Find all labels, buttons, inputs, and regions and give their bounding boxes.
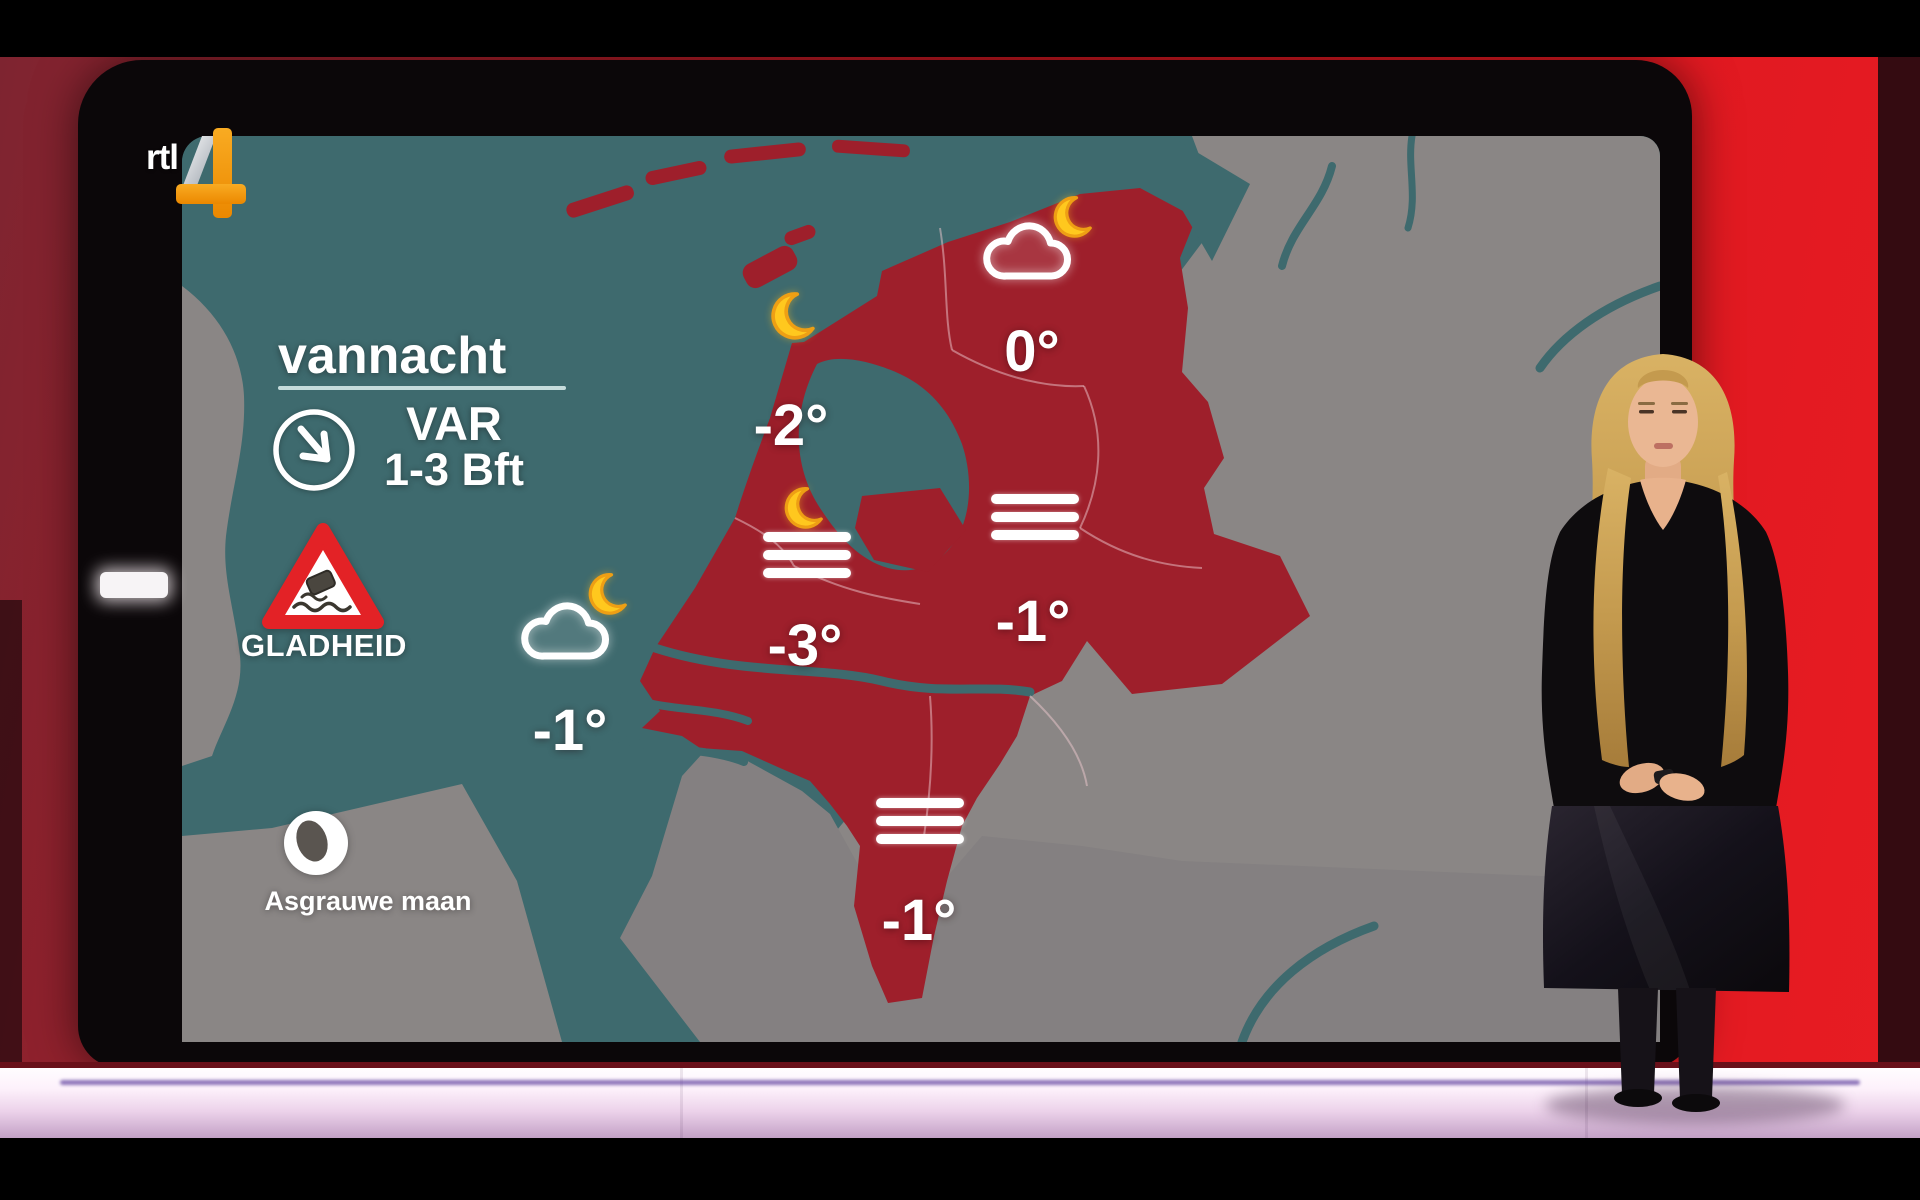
letterbox-top (0, 0, 1920, 57)
fog-icon (763, 532, 851, 586)
moon-icon (1053, 196, 1092, 238)
rtl4-logo-digit (176, 128, 246, 218)
slippery-road-warning-icon (262, 523, 384, 629)
map-graphic (182, 136, 1660, 1042)
rtl4-logo: rtl (146, 126, 256, 222)
presenter-face (1638, 402, 1688, 449)
presenter (1541, 354, 1790, 1112)
warning-label: GLADHEID (241, 628, 407, 663)
studio-right-dark-panel (1878, 57, 1920, 1138)
letterbox-bottom (0, 1138, 1920, 1200)
wind-direction-label: VAR (406, 397, 502, 450)
netherlands-weather-map (182, 136, 1660, 1042)
studio-light-bar (100, 572, 168, 598)
temperature-north: 0° (1004, 319, 1060, 384)
temperature-east: -1° (995, 589, 1071, 654)
floor-seam (1585, 1068, 1588, 1138)
fog-icon (991, 494, 1079, 548)
moon-icon (771, 292, 815, 340)
wind-info: VAR 1-3 Bft (364, 400, 544, 492)
fog-icon (876, 798, 964, 852)
floor-seam (680, 1068, 683, 1138)
cloud-icon (521, 602, 609, 660)
floor-red-edge (0, 1062, 1920, 1068)
forecast-title: vannacht (278, 327, 507, 385)
wind-force-label: 1-3 Bft (383, 444, 524, 495)
temperature-south: -1° (881, 888, 957, 953)
rtl-logo-text: rtl (146, 138, 179, 177)
cloud-icon (983, 222, 1071, 280)
temperature-center: -3° (767, 613, 843, 678)
studio-left-shadow (0, 600, 22, 1065)
moon-icon (588, 573, 627, 615)
temperature-southwest: -1° (532, 698, 608, 763)
moon-icon (784, 487, 823, 529)
earthshine-moon-icon (284, 811, 348, 875)
moon-phase-label: Asgrauwe maan (264, 886, 472, 916)
title-underline (278, 386, 566, 390)
floor-light-strip (0, 1068, 1920, 1138)
wind-arrow-down-icon (273, 409, 355, 491)
temperature-northwest: -2° (753, 393, 829, 458)
floor-purple-light (60, 1080, 1860, 1085)
